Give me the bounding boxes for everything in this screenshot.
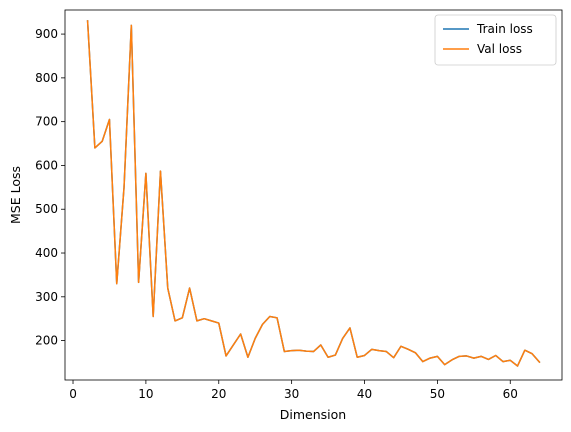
- x-tick-label: 60: [503, 387, 518, 401]
- x-tick-label: 30: [284, 387, 299, 401]
- y-axis-label: MSE Loss: [8, 166, 23, 224]
- legend-label-train-loss: Train loss: [476, 22, 533, 36]
- y-tick-label: 900: [35, 27, 58, 41]
- y-tick-label: 500: [35, 202, 58, 216]
- y-tick-label: 600: [35, 158, 58, 172]
- x-tick-label: 40: [357, 387, 372, 401]
- y-tick-label: 400: [35, 246, 58, 260]
- legend-label-val-loss: Val loss: [477, 42, 522, 56]
- x-tick-label: 20: [211, 387, 226, 401]
- y-axis-ticks: 200 300 400 500 600 700 800 900: [35, 27, 65, 348]
- y-tick-label: 200: [35, 334, 58, 348]
- y-tick-label: 800: [35, 71, 58, 85]
- plot-area: [65, 10, 562, 380]
- x-axis-label: Dimension: [280, 407, 346, 422]
- y-tick-label: 300: [35, 290, 58, 304]
- x-tick-label: 0: [69, 387, 77, 401]
- legend: Train loss Val loss: [435, 15, 556, 65]
- x-axis-ticks: 0 10 20 30 40 50 60: [69, 380, 518, 401]
- y-tick-label: 700: [35, 115, 58, 129]
- x-tick-label: 10: [138, 387, 153, 401]
- x-tick-label: 50: [430, 387, 445, 401]
